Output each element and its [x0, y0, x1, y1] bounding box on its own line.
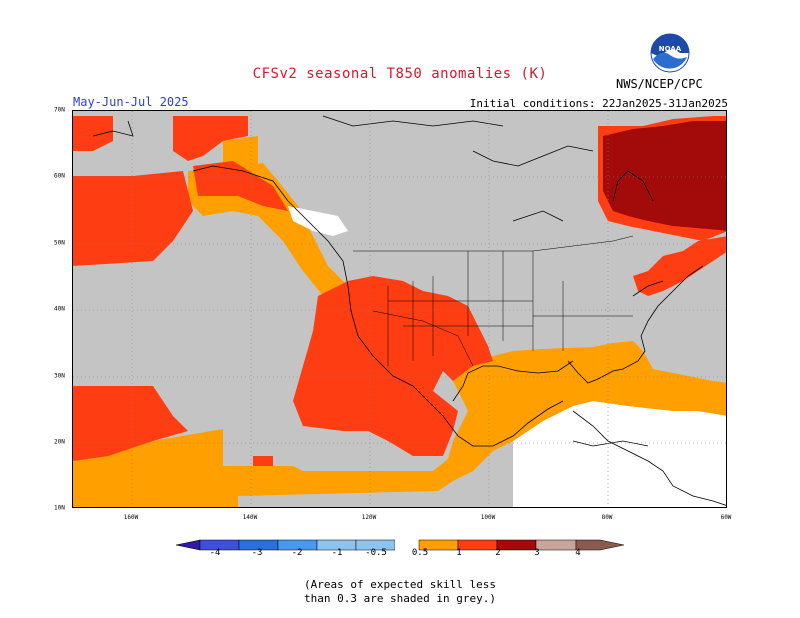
colorbar-segment	[457, 539, 498, 551]
lat-label: 10N	[54, 504, 65, 512]
warm-region-light-arctic	[223, 136, 258, 166]
lon-label: 140W	[242, 514, 258, 521]
colorbar-label: -4	[209, 548, 221, 558]
colorbar-label: -1	[331, 548, 343, 558]
lon-label: 100W	[480, 514, 496, 521]
warm-region-southwest	[293, 276, 493, 456]
colorbar-arrow-right	[575, 539, 625, 551]
colorbar-segment	[535, 539, 577, 551]
lat-label: 40N	[54, 305, 65, 313]
colorbar-segment	[496, 539, 537, 551]
colorbar-label: 4	[575, 548, 581, 558]
lat-label: 50N	[54, 239, 65, 247]
coastlines	[92, 115, 726, 506]
colorbar-label: -3	[251, 548, 263, 558]
colorbar-label: 2	[495, 548, 501, 558]
lat-label: 60N	[54, 172, 65, 180]
warm-region-light	[73, 341, 726, 507]
lat-label: 70N	[54, 106, 65, 114]
colorbar-label: 3	[534, 548, 540, 558]
lon-label: 160W	[123, 514, 139, 521]
colorbar-segment	[395, 540, 419, 550]
initial-conditions-label: Initial conditions: 22Jan2025-31Jan2025	[469, 97, 728, 110]
colorbar-label: -2	[291, 548, 303, 558]
lat-label: 30N	[54, 372, 65, 380]
political-borders	[353, 235, 634, 367]
lon-label: 120W	[361, 514, 377, 521]
skill-note-line2: than 0.3 are shaded in grey.)	[303, 592, 497, 605]
skill-note-line1: (Areas of expected skill less	[303, 578, 497, 591]
lon-label: 80W	[601, 514, 613, 521]
warm-region-light-nw	[188, 163, 348, 296]
colorbar-label: 1	[456, 548, 462, 558]
neutral-region	[513, 401, 726, 507]
warm-region-hawaii	[73, 386, 188, 461]
warm-region-alaska-north	[173, 116, 248, 161]
anomaly-map	[72, 110, 727, 508]
hot-region-quebec	[603, 121, 726, 231]
colorbar-arrow-left	[175, 539, 201, 551]
noaa-logo: NOAA	[650, 33, 690, 73]
lon-label: 60W	[720, 514, 732, 521]
colorbar-label: 0.5	[411, 548, 429, 558]
neutral-region-bc	[288, 206, 348, 236]
lat-label: 20N	[54, 438, 65, 446]
warm-region-northeast	[633, 236, 726, 296]
agency-label: NWS/NCEP/CPC	[616, 77, 703, 91]
warm-region-alaska	[73, 116, 113, 151]
logo-text: NOAA	[659, 45, 682, 53]
colorbar	[175, 536, 628, 555]
warm-region-small	[253, 456, 273, 466]
warm-region-canada-west	[193, 161, 288, 211]
season-label: May-Jun-Jul 2025	[73, 95, 189, 109]
warm-region-pacific-west	[73, 171, 193, 266]
colorbar-label: -0.5	[365, 548, 387, 558]
chart-title: CFSv2 seasonal T850 anomalies (K)	[252, 66, 548, 82]
